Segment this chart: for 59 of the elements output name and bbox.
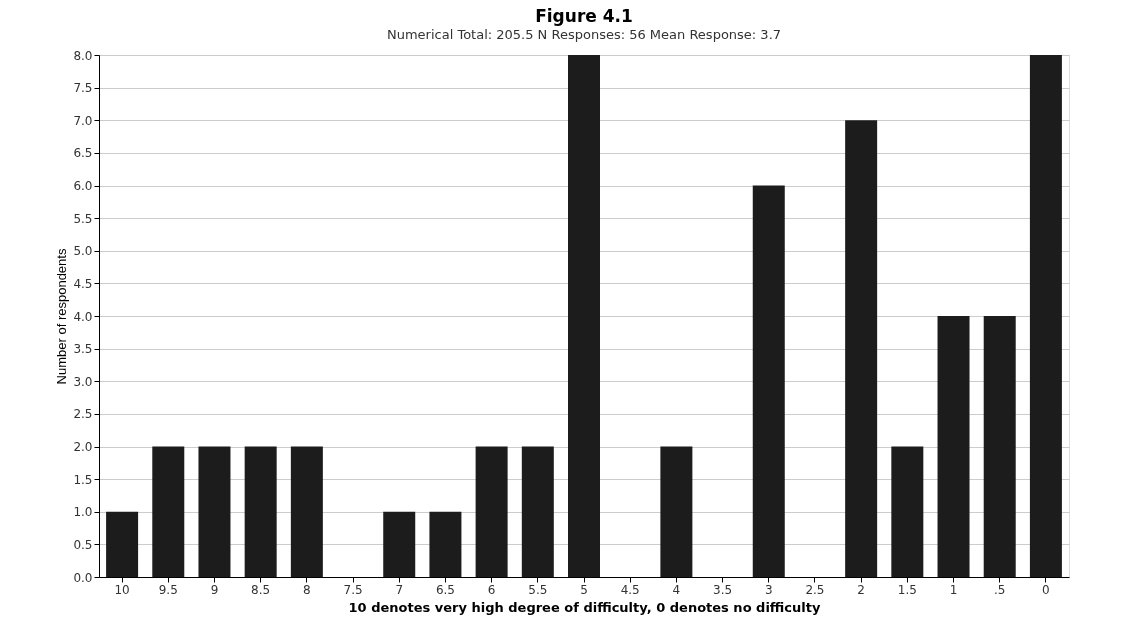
bar [568,55,600,577]
chart-title: Figure 4.1 [535,6,633,26]
chart-subtitle: Numerical Total: 205.5 N Responses: 56 Mean Response: 3.7 [386,27,782,42]
y-tick-label: 4.5 [73,276,93,291]
y-tick-label: 5.0 [73,244,93,259]
bar [106,511,139,577]
bar [752,185,785,577]
bar [521,446,554,577]
x-tick-label: 9.5 [158,582,178,597]
y-tick-label: 3.0 [73,374,93,389]
bar [475,446,508,577]
bar [937,316,970,577]
bar [891,446,924,577]
x-tick-label: 4.5 [620,582,640,597]
x-tick-label: 7 [395,582,404,597]
x-tick-label: 8 [303,582,311,597]
bar [845,120,878,577]
bar [1029,55,1062,577]
x-tick-label: 6 [487,582,496,597]
y-tick-label: 7.0 [73,113,93,128]
x-tick-label: 3.5 [713,582,733,597]
x-tick-label: 4 [672,582,681,597]
bar [152,446,185,577]
y-tick-label: 5.5 [73,211,93,226]
y-tick-label: 4.0 [73,309,93,324]
x-tick-label: 8.5 [251,582,271,597]
bar [983,316,1016,577]
y-tick-label: 8.0 [73,48,93,63]
y-tick-label: 1.0 [73,505,93,520]
y-tick-label: 6.5 [73,146,93,161]
y-tick-label: 3.5 [73,342,93,357]
x-tick-label: 2.5 [805,582,825,597]
y-tick-label: 0.5 [73,537,93,552]
x-tick-label: 1 [949,582,958,597]
y-tick-label: 0.0 [73,570,93,585]
x-tick-label: 3 [764,582,773,597]
x-tick-label: 5 [580,582,588,597]
y-tick-label: 2.5 [73,407,93,422]
x-tick-label: .5 [993,582,1006,597]
x-tick-label: 1.5 [897,582,917,597]
x-axis-title: 10 denotes very high degree of difficulty, 0 denotes no difficulty [348,599,821,615]
y-tick-label: 6.0 [73,179,93,193]
bar [429,511,462,577]
x-tick-label: 0 [1042,582,1050,597]
x-tick-label: 9 [210,582,219,597]
bar [290,446,323,577]
y-axis-title: Number of respondents [54,248,70,385]
x-tick-label: 10 [114,582,130,597]
x-tick-label: 6.5 [435,582,455,597]
x-tick-label: 2 [857,582,865,597]
y-tick-label: 7.5 [73,81,93,96]
bar [244,446,277,577]
y-tick-label: 1.5 [73,472,93,487]
y-tick-label: 2.0 [73,440,93,454]
bar [660,446,693,577]
x-tick-label: 5.5 [528,582,548,597]
bar [198,446,231,577]
bar [383,511,416,577]
x-tick-label: 7.5 [343,582,363,597]
